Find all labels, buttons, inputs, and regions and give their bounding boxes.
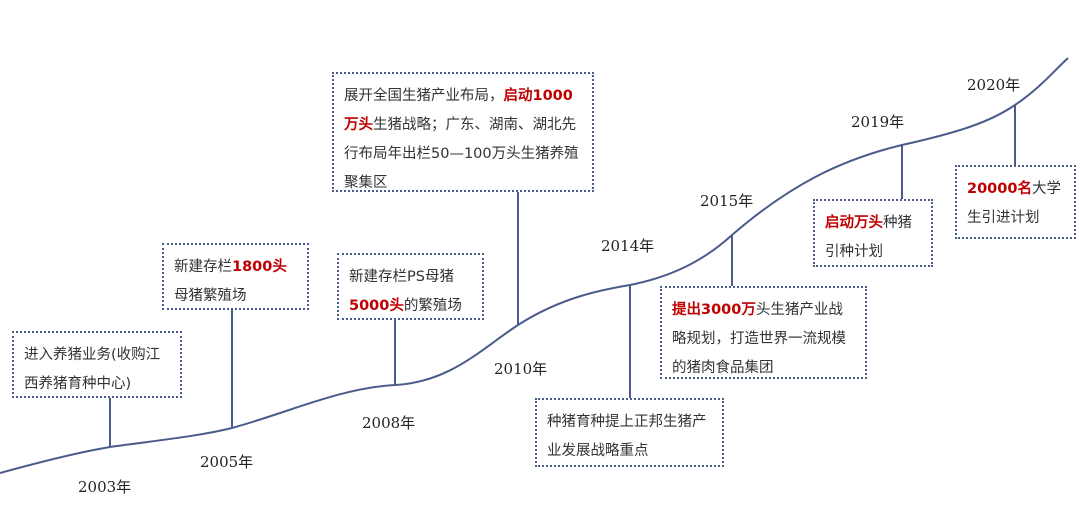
event-box: 新建存栏PS母猪 5000头的繁殖场 — [337, 253, 484, 320]
event-text: 生猪战略；广东、湖南、湖北先行布局年出栏50—100万头生猪养殖聚集区 — [344, 117, 579, 191]
event-text: 展开全国生猪产业布局， — [344, 88, 504, 104]
event-box: 提出3000万头生猪产业战略规划，打造世界一流规模的猪肉食品集团 — [660, 286, 867, 379]
year-label: 2019年 — [851, 113, 905, 131]
year-label: 2010年 — [494, 360, 548, 378]
event-text: 头生猪产业战略规划，打造世界一流规模的猪肉食品集团 — [672, 302, 846, 376]
highlight-text: 1800头 — [232, 259, 287, 275]
year-label: 2003年 — [78, 478, 132, 496]
highlight-text: 提出3000万 — [672, 302, 756, 318]
year-label: 2005年 — [200, 453, 254, 471]
event-text: 新建存栏 — [174, 259, 232, 275]
event-text: 母猪繁殖场 — [174, 288, 247, 304]
event-text: 的繁殖场 — [403, 298, 462, 314]
event-box: 启动万头种猪引种计划 — [813, 199, 933, 267]
event-box: 展开全国生猪产业布局，启动1000万头生猪战略；广东、湖南、湖北先行布局年出栏5… — [332, 72, 594, 192]
event-text: 大学生引进计划 — [967, 181, 1061, 226]
event-box: 种猪育种提上正邦生猪产业发展战略重点 — [535, 398, 724, 467]
highlight-text: 启动万头 — [825, 215, 883, 231]
highlight-text: 20000名 — [967, 181, 1032, 197]
event-text: 种猪引种计划 — [825, 215, 912, 260]
year-label: 2008年 — [362, 414, 416, 432]
event-box: 20000名大学生引进计划 — [955, 165, 1076, 239]
event-text: 新建存栏PS母猪 — [349, 269, 454, 285]
event-text: 种猪育种提上正邦生猪产业发展战略重点 — [547, 414, 707, 459]
event-box: 新建存栏1800头母猪繁殖场 — [162, 243, 309, 310]
year-label: 2015年 — [700, 192, 754, 210]
event-box: 进入养猪业务(收购江西养猪育种中心) — [12, 331, 182, 398]
year-label: 2020年 — [967, 76, 1021, 94]
event-text: 进入养猪业务(收购江西养猪育种中心) — [24, 347, 161, 392]
growth-curve — [0, 57, 1069, 474]
year-label: 2014年 — [601, 237, 655, 255]
highlight-text: 启动1000万头 — [344, 88, 573, 133]
highlight-text: 5000头 — [349, 298, 404, 314]
